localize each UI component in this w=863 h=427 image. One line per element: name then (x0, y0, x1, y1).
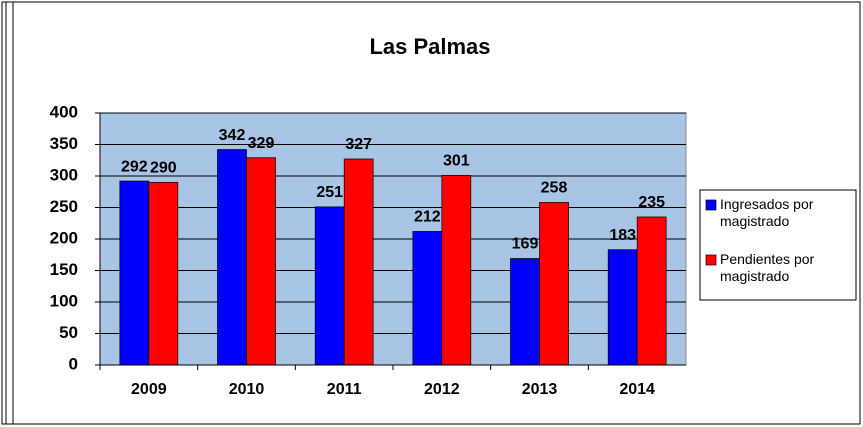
bar (412, 231, 443, 366)
x-tick-label: 2014 (619, 381, 655, 398)
data-label: 327 (345, 136, 372, 153)
chart-title: Las Palmas (369, 34, 490, 59)
bar (510, 258, 540, 366)
x-tick-label: 2012 (424, 381, 460, 398)
bar (539, 202, 569, 366)
y-tick-label: 250 (50, 197, 78, 216)
legend-label: Ingresados por magistrado (720, 196, 814, 229)
bar (217, 149, 247, 366)
bar (314, 206, 345, 366)
data-label: 235 (638, 194, 665, 211)
bar (343, 158, 374, 366)
data-label: 212 (414, 209, 441, 226)
x-tick-label: 2011 (327, 381, 362, 398)
y-tick-label: 200 (50, 228, 78, 247)
legend-swatch (705, 254, 717, 266)
data-label: 258 (541, 180, 568, 197)
data-label: 251 (316, 184, 343, 201)
bar (119, 180, 150, 366)
x-tick-label: 2013 (522, 381, 558, 398)
data-label: 301 (443, 153, 470, 170)
legend-box (699, 189, 857, 301)
y-tick-label: 0 (69, 354, 78, 373)
data-label: 290 (150, 160, 177, 177)
y-tick-label: 100 (50, 291, 78, 310)
y-tick-label: 400 (50, 102, 78, 121)
y-tick-label: 350 (50, 134, 78, 153)
y-tick-label: 50 (59, 323, 78, 342)
data-label: 342 (219, 127, 246, 144)
y-tick-label: 300 (50, 165, 78, 184)
legend-swatch (705, 199, 717, 211)
legend-label: Pendientes por magistrado (720, 251, 815, 284)
bar (607, 249, 638, 366)
data-label: 329 (248, 135, 275, 152)
bar (636, 216, 667, 366)
bar (148, 181, 179, 366)
x-tick-label: 2009 (131, 381, 167, 398)
bar (441, 175, 472, 366)
data-label: 292 (121, 158, 148, 175)
bar (246, 157, 276, 366)
data-label: 169 (512, 236, 539, 253)
x-tick-label: 2010 (229, 381, 265, 398)
y-tick-label: 150 (50, 260, 78, 279)
data-label: 183 (609, 227, 636, 244)
